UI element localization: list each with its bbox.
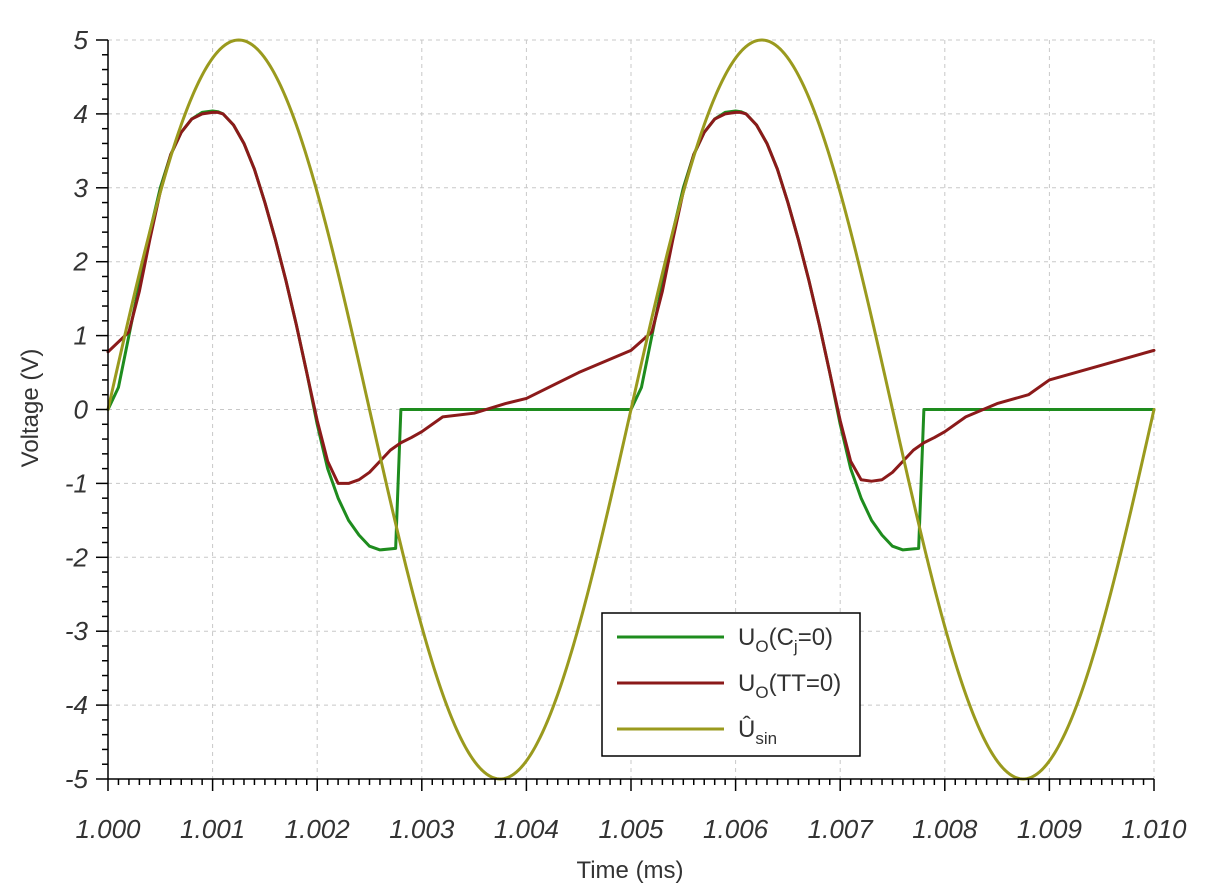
- y-tick-label-1: 4: [74, 99, 88, 129]
- x-tick-label-5: 1.005: [598, 814, 664, 844]
- x-tick-label-10: 1.010: [1121, 814, 1187, 844]
- y-tick-label-10: -5: [65, 764, 89, 794]
- series-layer: [106, 38, 1156, 781]
- y-tick-label-6: -1: [65, 468, 88, 498]
- y-tick-label-4: 1: [74, 321, 88, 351]
- legend-label-1: UO​(TT=0): [738, 670, 841, 702]
- x-tick-label-4: 1.004: [494, 814, 559, 844]
- y-tick-label-7: -2: [65, 542, 89, 572]
- y-tick-label-9: -4: [65, 690, 88, 720]
- x-tick-label-9: 1.009: [1017, 814, 1082, 844]
- x-tick-label-7: 1.007: [808, 814, 875, 844]
- y-tick-label-3: 2: [73, 247, 89, 277]
- y-tick-label-8: -3: [65, 616, 89, 646]
- y-tick-label-0: 5: [74, 25, 89, 55]
- x-tick-label-3: 1.003: [389, 814, 455, 844]
- axes: [96, 39, 1155, 791]
- x-tick-labels: 1.000 1.001 1.002 1.003 1.004 1.005 1.006 1.007…: [75, 814, 1187, 844]
- legend-label-0: UO​(Cj​=0): [738, 624, 833, 656]
- x-tick-label-0: 1.000: [75, 814, 141, 844]
- y-tick-label-5: 0: [74, 395, 89, 425]
- y-tick-labels: 5 4 3 2 1 0 -1 -2 -3 -4 -5: [65, 25, 89, 794]
- x-tick-label-1: 1.001: [180, 814, 245, 844]
- series-line-2: [106, 38, 1156, 781]
- x-tick-label-6: 1.006: [703, 814, 769, 844]
- legend-label-2: Ûsin​: [738, 715, 777, 748]
- y-axis-label: Voltage (V): [17, 349, 44, 468]
- series-line-1: [106, 110, 1156, 485]
- legend: UO​(Cj​=0) UO​(TT=0) Ûsin​: [601, 612, 861, 757]
- x-tick-label-8: 1.008: [912, 814, 978, 844]
- x-axis-label: Time (ms): [576, 857, 683, 884]
- x-tick-label-2: 1.002: [285, 814, 351, 844]
- y-tick-label-2: 3: [74, 173, 89, 203]
